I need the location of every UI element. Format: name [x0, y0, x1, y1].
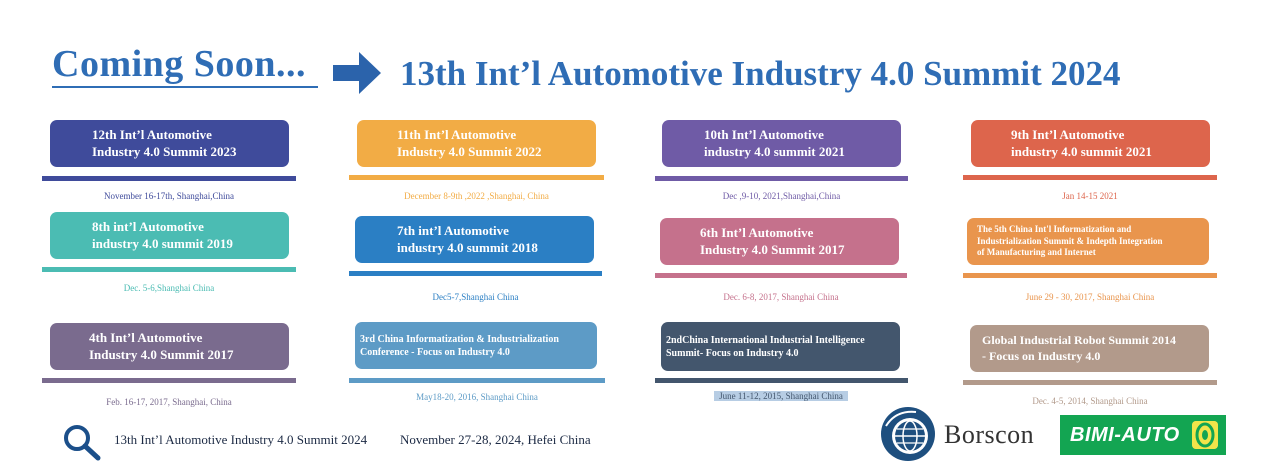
event-title: 8th int’l Automotive industry 4.0 summit… [92, 218, 233, 251]
arrow-right-icon [333, 52, 381, 94]
event-card-11th-summit[interactable]: 11th Int’l Automotive Industry 4.0 Summi… [357, 120, 596, 167]
event-title: 3rd China Informatization & Industrializ… [360, 333, 559, 358]
event-divider [349, 271, 602, 276]
event-divider [963, 380, 1217, 385]
footer-summit-name: 13th Int’l Automotive Industry 4.0 Summi… [114, 432, 368, 447]
event-date: Jan 14-15 2021 [1062, 191, 1118, 201]
event-date: Dec ,9-10, 2021,Shanghai,China [722, 191, 841, 201]
event-card-4th-summit[interactable]: 4th Int’l Automotive Industry 4.0 Summit… [50, 323, 289, 370]
event-divider [655, 378, 908, 383]
event-card-9th-summit[interactable]: 9th Int’l Automotive industry 4.0 summit… [971, 120, 1210, 167]
search-icon[interactable] [62, 423, 102, 461]
event-title: The 5th China Int'l Informatization and … [977, 223, 1163, 258]
event-card-global-robot-summit[interactable]: Global Industrial Robot Summit 2014 - Fo… [970, 325, 1209, 372]
event-date: November 16-17th, Shanghai,China [104, 191, 234, 201]
event-card-7th-summit[interactable]: 7th int’l Automotive industry 4.0 summit… [355, 216, 594, 263]
borscon-logo-text: Borscon [944, 420, 1035, 449]
tire-icon [1192, 421, 1218, 449]
event-date: May18-20, 2016, Shanghai China [416, 392, 538, 402]
event-date: Feb. 16-17, 2017, Shanghai, China [106, 397, 232, 407]
event-divider [42, 176, 296, 181]
event-card-6th-summit[interactable]: 6th Int’l Automotive Industry 4.0 Summit… [660, 218, 899, 265]
event-divider [349, 378, 605, 383]
event-card-3rd-conference[interactable]: 3rd China Informatization & Industrializ… [355, 322, 597, 369]
event-divider [963, 273, 1217, 278]
event-title: 12th Int’l Automotive Industry 4.0 Summi… [92, 126, 237, 159]
event-date: June 29 - 30, 2017, Shanghai China [1025, 292, 1155, 302]
event-title: 11th Int’l Automotive Industry 4.0 Summi… [397, 126, 542, 159]
event-divider [655, 176, 908, 181]
event-divider [655, 273, 907, 278]
event-card-8th-summit[interactable]: 8th int’l Automotive industry 4.0 summit… [50, 212, 289, 259]
event-divider [42, 267, 296, 272]
event-date: December 8-9th ,2022 ,Shanghai, China [404, 191, 549, 201]
event-card-2nd-summit[interactable]: 2ndChina International Industrial Intell… [661, 322, 900, 371]
event-title: 6th Int’l Automotive Industry 4.0 Summit… [700, 224, 845, 257]
event-card-5th-china-summit[interactable]: The 5th China Int'l Informatization and … [967, 218, 1209, 265]
event-title: Global Industrial Robot Summit 2014 - Fo… [982, 332, 1177, 363]
event-title: 4th Int’l Automotive Industry 4.0 Summit… [89, 329, 234, 362]
event-date: Dec. 4-5, 2014, Shanghai China [1032, 396, 1148, 406]
borscon-globe-logo [881, 407, 935, 461]
bimi-auto-logo: BIMI-AUTO [1060, 415, 1226, 455]
coming-soon-underline [52, 86, 318, 88]
event-divider [42, 378, 296, 383]
event-title: 10th Int’l Automotive industry 4.0 summi… [704, 126, 845, 159]
event-title: 9th Int’l Automotive industry 4.0 summit… [1011, 126, 1152, 159]
event-divider [349, 175, 604, 180]
event-date: Dec5-7,Shanghai China [432, 292, 519, 302]
coming-soon-heading: Coming Soon... [52, 43, 307, 85]
headline-title: 13th Int’l Automotive Industry 4.0 Summi… [400, 54, 1121, 93]
event-divider [963, 175, 1217, 180]
event-card-12th-summit[interactable]: 12th Int’l Automotive Industry 4.0 Summi… [50, 120, 289, 167]
bimi-auto-logo-text: BIMI-AUTO [1070, 423, 1180, 446]
event-date: Dec. 5-6,Shanghai China [123, 283, 215, 293]
event-title: 7th int’l Automotive industry 4.0 summit… [397, 222, 538, 255]
footer-summit-date: November 27-28, 2024, Hefei China [400, 432, 591, 447]
event-title: 2ndChina International Industrial Intell… [666, 334, 865, 359]
event-date-highlighted: June 11-12, 2015, Shanghai China [714, 391, 848, 401]
event-date: Dec. 6-8, 2017, Shanghai China [723, 292, 839, 302]
event-card-10th-summit[interactable]: 10th Int’l Automotive industry 4.0 summi… [662, 120, 901, 167]
